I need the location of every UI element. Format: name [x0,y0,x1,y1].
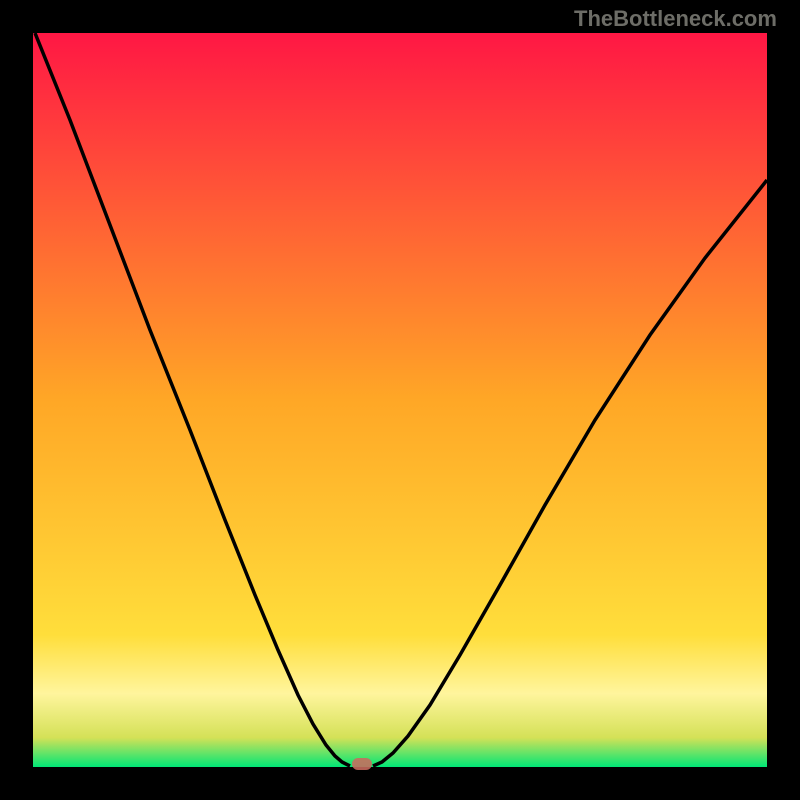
bottleneck-curve [0,0,800,800]
chart-container: TheBottleneck.com [0,0,800,800]
optimal-marker [352,758,372,770]
curve-right-branch [373,180,767,766]
watermark-text: TheBottleneck.com [574,6,777,32]
curve-left-branch [35,33,350,766]
